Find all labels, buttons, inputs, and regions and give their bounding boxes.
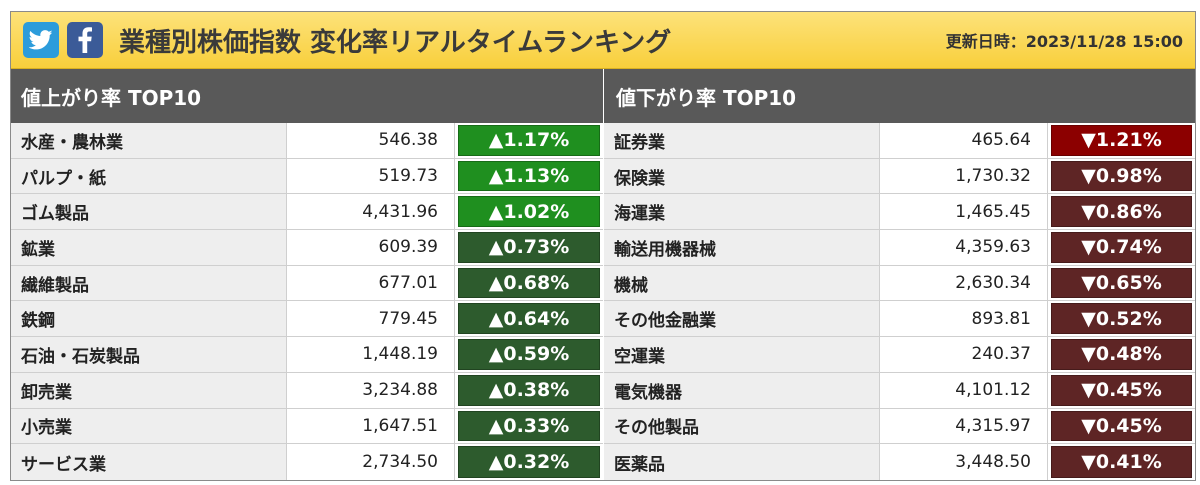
twitter-share-button[interactable] (23, 22, 59, 58)
sector-name: 鉱業 (11, 230, 287, 265)
index-value: 1,730.32 (880, 158, 1048, 194)
table-row: 鉄鋼 779.45 ▲0.64% (11, 301, 603, 338)
index-value: 609.39 (287, 230, 455, 265)
change-badge: ▼0.45% (1051, 410, 1192, 442)
index-value: 3,448.50 (880, 444, 1048, 480)
index-value: 2,734.50 (287, 444, 455, 480)
losers-panel: 値下がり率 TOP10 証券業 465.64 ▼1.21% 保険業 1,730.… (603, 69, 1195, 480)
index-value: 4,101.12 (880, 372, 1048, 408)
table-row: その他製品 4,315.97 ▼0.45% (604, 408, 1195, 445)
sector-name: 海運業 (604, 194, 880, 230)
index-value: 1,448.19 (287, 337, 455, 372)
change-badge: ▼0.65% (1051, 267, 1192, 299)
table-row: 電気機器 4,101.12 ▼0.45% (604, 372, 1195, 409)
index-value: 4,315.97 (880, 408, 1048, 444)
table-row: 証券業 465.64 ▼1.21% (604, 123, 1195, 159)
page-title: 業種別株価指数 変化率リアルタイムランキング (119, 27, 672, 58)
table-row: 機械 2,630.34 ▼0.65% (604, 265, 1195, 302)
sector-name: ゴム製品 (11, 194, 287, 230)
index-value: 779.45 (287, 301, 455, 337)
change-badge: ▼1.21% (1051, 125, 1192, 156)
gainers-heading: 値上がり率 TOP10 (11, 69, 603, 123)
index-value: 4,431.96 (287, 194, 455, 230)
table-row: 輸送用機器械 4,359.63 ▼0.74% (604, 230, 1195, 266)
sector-name: サービス業 (11, 444, 287, 480)
ranking-widget: 業種別株価指数 変化率リアルタイムランキング 更新日時：2023/11/28 1… (10, 11, 1196, 481)
gainers-panel: 値上がり率 TOP10 水産・農林業 546.38 ▲1.17% パルプ・紙 5… (11, 69, 603, 480)
table-row: 鉱業 609.39 ▲0.73% (11, 230, 603, 266)
change-badge: ▲1.02% (458, 196, 600, 228)
change-badge: ▼0.48% (1051, 339, 1192, 370)
sector-name: 医薬品 (604, 444, 880, 480)
change-badge: ▼0.52% (1051, 303, 1192, 335)
sector-name: 保険業 (604, 158, 880, 194)
index-value: 519.73 (287, 158, 455, 194)
table-row: 水産・農林業 546.38 ▲1.17% (11, 123, 603, 159)
change-badge: ▼0.74% (1051, 232, 1192, 263)
table-row: 小売業 1,647.51 ▲0.33% (11, 408, 603, 445)
table-row: 医薬品 3,448.50 ▼0.41% (604, 444, 1195, 480)
sector-name: 卸売業 (11, 372, 287, 408)
table-row: サービス業 2,734.50 ▲0.32% (11, 444, 603, 480)
index-value: 546.38 (287, 123, 455, 158)
sector-name: 空運業 (604, 337, 880, 372)
change-badge: ▲0.64% (458, 303, 600, 335)
index-value: 893.81 (880, 301, 1048, 337)
index-value: 677.01 (287, 265, 455, 301)
sector-name: パルプ・紙 (11, 158, 287, 194)
sector-name: 機械 (604, 265, 880, 301)
change-badge: ▼0.41% (1051, 446, 1192, 478)
table-row: ゴム製品 4,431.96 ▲1.02% (11, 194, 603, 231)
table-row: 空運業 240.37 ▼0.48% (604, 337, 1195, 373)
index-value: 1,647.51 (287, 408, 455, 444)
change-badge: ▲1.17% (458, 125, 600, 156)
losers-list: 証券業 465.64 ▼1.21% 保険業 1,730.32 ▼0.98% 海運… (604, 123, 1195, 480)
table-row: 卸売業 3,234.88 ▲0.38% (11, 372, 603, 409)
table-row: 石油・石炭製品 1,448.19 ▲0.59% (11, 337, 603, 373)
header-bar: 業種別株価指数 変化率リアルタイムランキング 更新日時：2023/11/28 1… (11, 12, 1195, 69)
sector-name: 石油・石炭製品 (11, 337, 287, 372)
table-row: 繊維製品 677.01 ▲0.68% (11, 265, 603, 302)
twitter-icon (29, 30, 53, 50)
change-badge: ▼0.86% (1051, 196, 1192, 228)
table-row: 保険業 1,730.32 ▼0.98% (604, 158, 1195, 195)
sector-name: 鉄鋼 (11, 301, 287, 337)
change-badge: ▲0.73% (458, 232, 600, 263)
sector-name: その他製品 (604, 408, 880, 444)
change-badge: ▲0.32% (458, 446, 600, 478)
index-value: 1,465.45 (880, 194, 1048, 230)
facebook-share-button[interactable] (67, 22, 103, 58)
change-badge: ▼0.45% (1051, 374, 1192, 406)
change-badge: ▼0.98% (1051, 160, 1192, 192)
change-badge: ▲0.33% (458, 410, 600, 442)
index-value: 3,234.88 (287, 372, 455, 408)
index-value: 465.64 (880, 123, 1048, 158)
table-row: パルプ・紙 519.73 ▲1.13% (11, 158, 603, 195)
sector-name: 証券業 (604, 123, 880, 158)
gainers-list: 水産・農林業 546.38 ▲1.17% パルプ・紙 519.73 ▲1.13%… (11, 123, 603, 480)
sector-name: 繊維製品 (11, 265, 287, 301)
change-badge: ▲0.38% (458, 374, 600, 406)
facebook-icon (78, 27, 92, 53)
change-badge: ▲0.59% (458, 339, 600, 370)
index-value: 4,359.63 (880, 230, 1048, 265)
table-row: その他金融業 893.81 ▼0.52% (604, 301, 1195, 338)
sector-name: 水産・農林業 (11, 123, 287, 158)
change-badge: ▲0.68% (458, 267, 600, 299)
change-badge: ▲1.13% (458, 160, 600, 192)
sector-name: 電気機器 (604, 372, 880, 408)
losers-heading: 値下がり率 TOP10 (604, 69, 1195, 123)
updated-timestamp: 更新日時：2023/11/28 15:00 (945, 32, 1183, 51)
sector-name: 小売業 (11, 408, 287, 444)
index-value: 240.37 (880, 337, 1048, 372)
sector-name: その他金融業 (604, 301, 880, 337)
sector-name: 輸送用機器械 (604, 230, 880, 265)
index-value: 2,630.34 (880, 265, 1048, 301)
table-row: 海運業 1,465.45 ▼0.86% (604, 194, 1195, 231)
